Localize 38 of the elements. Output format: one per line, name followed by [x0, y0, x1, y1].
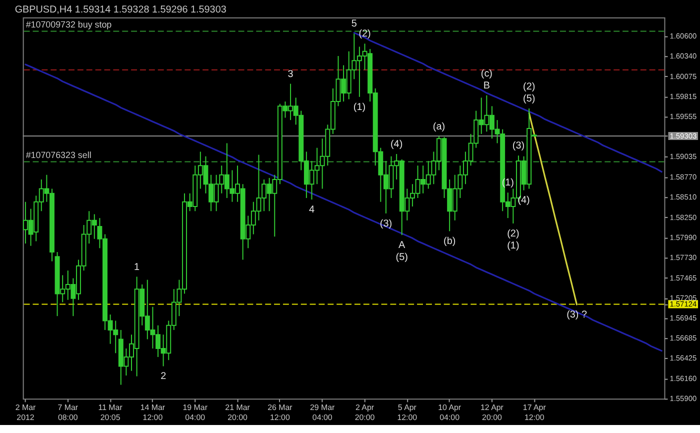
x-tick-label: 2 Mar 2012 — [15, 403, 36, 422]
x-tick-label: 21 Mar 20:00 — [225, 403, 250, 422]
x-tick-label: 29 Mar 04:00 — [310, 403, 336, 422]
annotation: (5) — [523, 94, 536, 105]
annotation: (1) — [353, 102, 366, 113]
annotation: 5 — [351, 18, 358, 30]
ref-line-label: #107009732 buy stop — [26, 19, 112, 30]
annotation: (3) — [512, 140, 525, 152]
annotation: (b) — [444, 236, 456, 248]
line-series — [528, 112, 578, 306]
x-tick-label: 5 Apr 12:00 — [397, 403, 418, 422]
x-tick-label: 11 Mar 20:05 — [98, 403, 123, 422]
annotation: 2 — [160, 371, 167, 382]
x-tick-label: 19 Mar 04:00 — [182, 403, 208, 422]
annotation: (2) — [358, 28, 371, 40]
x-tick-label: 7 Mar 08:00 — [58, 403, 78, 422]
x-tick-label: 17 Apr 12:00 — [522, 403, 546, 422]
x-tick-label: 12 Apr 20:00 — [480, 403, 504, 422]
chart-title: GBPUSD,H4 1.59314 1.59328 1.59296 1.59303 — [14, 4, 227, 16]
annotation: (c) — [480, 68, 492, 80]
x-tick-label: 26 Mar 12:00 — [268, 403, 293, 422]
ref-line-label: #107076323 sell — [26, 150, 92, 160]
annotation: (1) — [507, 240, 520, 252]
annotation: A — [398, 240, 406, 251]
annotation: 4 — [308, 204, 315, 216]
annotation: (4) — [390, 139, 403, 150]
annotation: B — [483, 80, 490, 92]
annotation: (a) — [432, 121, 446, 132]
x-tick-label: 10 Apr 04:00 — [438, 403, 462, 422]
line-series — [24, 64, 662, 352]
annotation: (5) — [396, 252, 408, 263]
annotation: (4) — [518, 195, 530, 206]
annotation: (2) — [523, 82, 536, 93]
x-tick-label: 2 Apr 20:00 — [354, 403, 376, 422]
x-tick-label: 14 Mar 12:00 — [140, 403, 166, 422]
annotation: 1 — [134, 262, 140, 273]
annotation: 3 — [288, 68, 294, 80]
annotation: (2) — [507, 228, 520, 240]
